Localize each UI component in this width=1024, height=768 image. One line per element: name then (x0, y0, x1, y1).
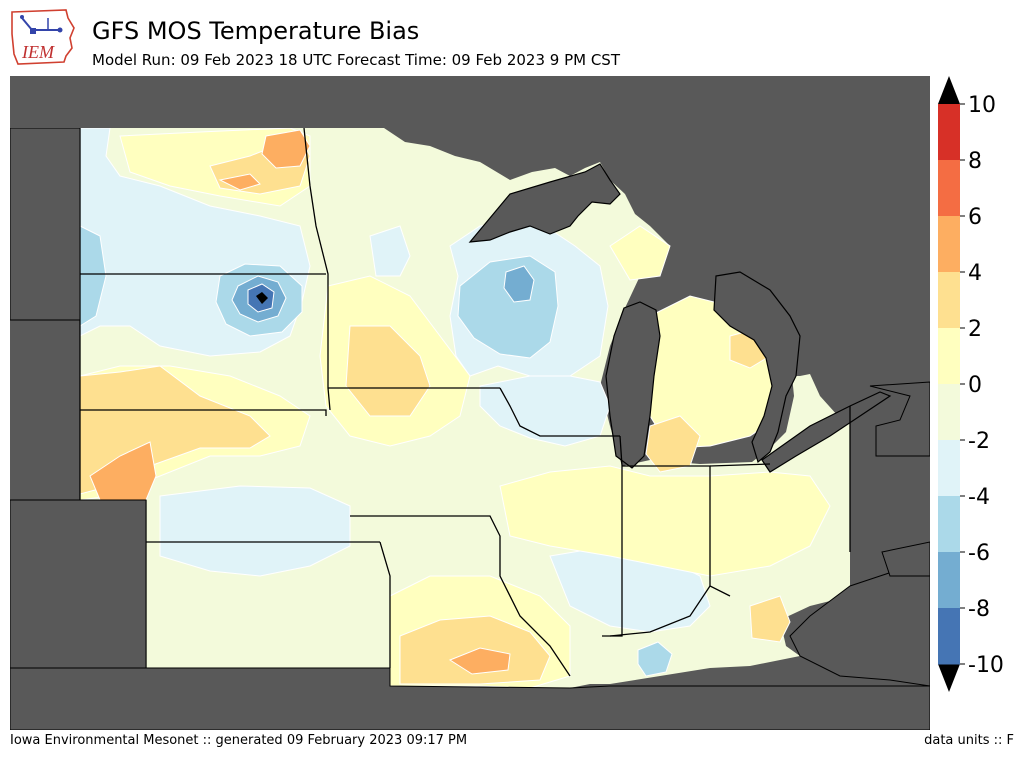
colorbar-band (938, 272, 960, 329)
colorbar-band (938, 328, 960, 385)
colorbar-tick-label: 8 (968, 149, 982, 174)
masked-region (10, 499, 147, 669)
colorbar-band (938, 440, 960, 497)
contour-region (637, 641, 673, 677)
logo-text: IEM (21, 42, 55, 62)
contour-region (369, 225, 411, 277)
masked-region (10, 127, 81, 321)
iowa-state-outline-icon: IEM (11, 9, 75, 65)
masked-region (10, 76, 930, 128)
contour-region (499, 465, 831, 577)
colorbar-band (938, 384, 960, 441)
contour-region (503, 265, 535, 303)
colorbar-band (938, 552, 960, 609)
colorbar-svg: 10 8 6 4 2 0 -2 -4 -6 -8 -10 (938, 76, 1004, 692)
contour-region (749, 595, 791, 643)
colorbar-tick-label: -4 (968, 485, 990, 510)
colorbar-tick-label: 6 (968, 205, 982, 230)
contour-region (448, 647, 511, 675)
contour-region (218, 173, 261, 191)
colorbar-band (938, 496, 960, 553)
masked-region (789, 561, 930, 687)
contour-region (256, 292, 268, 304)
contour-region (159, 485, 351, 577)
masked-region (10, 667, 930, 730)
colorbar-tick-label: 0 (968, 373, 982, 398)
colorbar-tick-label: 10 (968, 93, 996, 118)
colorbar-tick-label: -8 (968, 597, 990, 622)
page-title: GFS MOS Temperature Bias (92, 17, 420, 45)
colorbar-under-arrow (938, 664, 960, 692)
colorbar-tick-label: 4 (968, 261, 982, 286)
colorbar-band (938, 160, 960, 217)
footer-credit: Iowa Environmental Mesonet :: generated … (10, 733, 468, 748)
colorbar-band (938, 104, 960, 161)
colorbar-tick-label: -6 (968, 541, 990, 566)
contour-region (609, 225, 671, 281)
masked-region (881, 541, 930, 577)
contour-region (261, 129, 311, 169)
colorbar: 10 8 6 4 2 0 -2 -4 -6 -8 -10 (938, 76, 1024, 692)
lake-superior (468, 163, 621, 243)
masked-region (869, 381, 930, 457)
footer-units: data units :: F (924, 733, 1014, 748)
iem-logo: IEM (8, 4, 76, 66)
bias-map (10, 76, 930, 730)
contour-region (345, 325, 431, 417)
colorbar-tick-label: -2 (968, 429, 990, 454)
colorbar-band (938, 216, 960, 273)
colorbar-tick-label: -10 (968, 653, 1004, 678)
colorbar-tick-label: 2 (968, 317, 982, 342)
lake-michigan (605, 301, 661, 469)
bias-map-svg (10, 76, 930, 730)
lake-erie (761, 391, 892, 473)
colorbar-band (938, 608, 960, 665)
page-subtitle: Model Run: 09 Feb 2023 18 UTC Forecast T… (92, 51, 620, 69)
lake-huron (713, 271, 801, 464)
colorbar-over-arrow (938, 76, 960, 104)
